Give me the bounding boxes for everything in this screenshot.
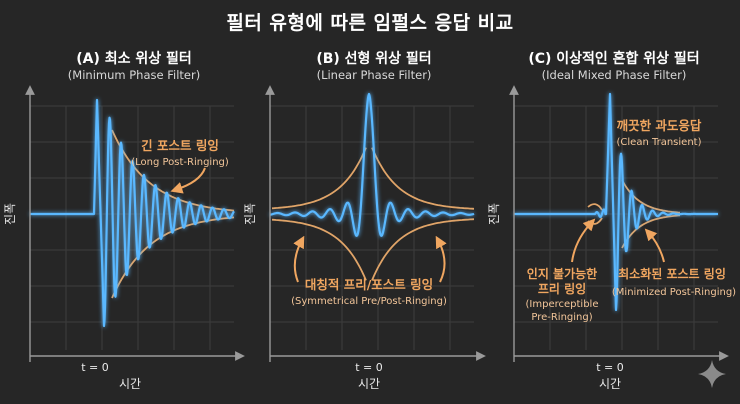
- panel-b-note-arrow-right: [435, 235, 447, 283]
- panel-c-note-pre-line2: 프리 링잉: [538, 281, 586, 296]
- panel-c-note-pre: 인지 불가능한: [527, 266, 597, 281]
- panel-c-note-post-arrow: [644, 228, 665, 263]
- sparkle-icon: [698, 360, 726, 388]
- panel-c-note-pre-sub: (Imperceptible: [526, 299, 599, 310]
- panel-c: 진폭 t = 0 시간 깨끗한 과도응답 (Clean Transient) 인…: [487, 85, 736, 391]
- panel-b-env-bottom: [271, 218, 475, 281]
- panel-c-note-pre-arrow: [571, 218, 596, 263]
- panel-a: 진폭 t = 0 시간 긴 포스트 링잉 (Long Post-Ringing): [3, 85, 245, 391]
- panel-b-subtitle: (Linear Phase Filter): [316, 68, 432, 82]
- panel-a-t0-label: t = 0: [81, 361, 109, 374]
- panel-c-subtitle: (Ideal Mixed Phase Filter): [541, 68, 687, 82]
- panel-a-y-label: 진폭: [3, 203, 17, 225]
- panel-c-t0-label: t = 0: [596, 361, 624, 374]
- panel-c-note-clean-sub: (Clean Transient): [617, 137, 702, 148]
- panel-a-title: (A) 최소 위상 필터: [76, 51, 192, 67]
- panel-b-note-1: 대칭적 프리/포스트 링잉: [305, 277, 433, 292]
- panel-a-env-fill: [112, 130, 234, 298]
- panel-c-note-clean: 깨끗한 과도응답: [617, 118, 702, 133]
- panel-a-signal: [29, 98, 235, 328]
- panel-b-t0-label: t = 0: [355, 361, 383, 374]
- panel-b: 진폭 t = 0 시간 대칭적 프리/포스트 링잉 (Symmetrical P…: [243, 85, 486, 391]
- panel-b-env-top: [271, 147, 475, 210]
- panel-c-note-pre-sub2: Pre-Ringing): [531, 312, 592, 323]
- panel-b-grid: [269, 105, 474, 350]
- panel-a-note-1: 긴 포스트 링잉: [141, 138, 219, 153]
- panel-b-signal: [269, 92, 475, 237]
- panel-b-note-1-sub: (Symmetrical Pre/Post-Ringing): [291, 296, 447, 307]
- panel-c-note-post: 최소화된 포스트 링잉: [618, 266, 726, 281]
- panel-b-title: (B) 선형 위상 필터: [316, 51, 432, 67]
- panel-a-x-label: 시간: [119, 377, 141, 391]
- panel-a-note-1-sub: (Long Post-Ringing): [131, 157, 229, 168]
- panel-c-signal: [513, 92, 719, 312]
- panel-b-x-label: 시간: [358, 377, 380, 391]
- panel-b-y-label: 진폭: [243, 203, 257, 225]
- panel-c-y-label: 진폭: [487, 203, 501, 225]
- panel-b-note-arrow-left: [293, 235, 305, 283]
- panel-c-title: (C) 이상적인 혼합 위상 필터: [528, 51, 700, 67]
- panel-c-x-label: 시간: [599, 377, 621, 391]
- panel-a-subtitle: (Minimum Phase Filter): [67, 68, 201, 82]
- panel-c-note-post-sub: (Minimized Post-Ringing): [612, 287, 736, 298]
- panel-a-note-arrow: [170, 167, 206, 194]
- figure-title: 필터 유형에 따른 임펄스 응답 비교: [226, 12, 514, 34]
